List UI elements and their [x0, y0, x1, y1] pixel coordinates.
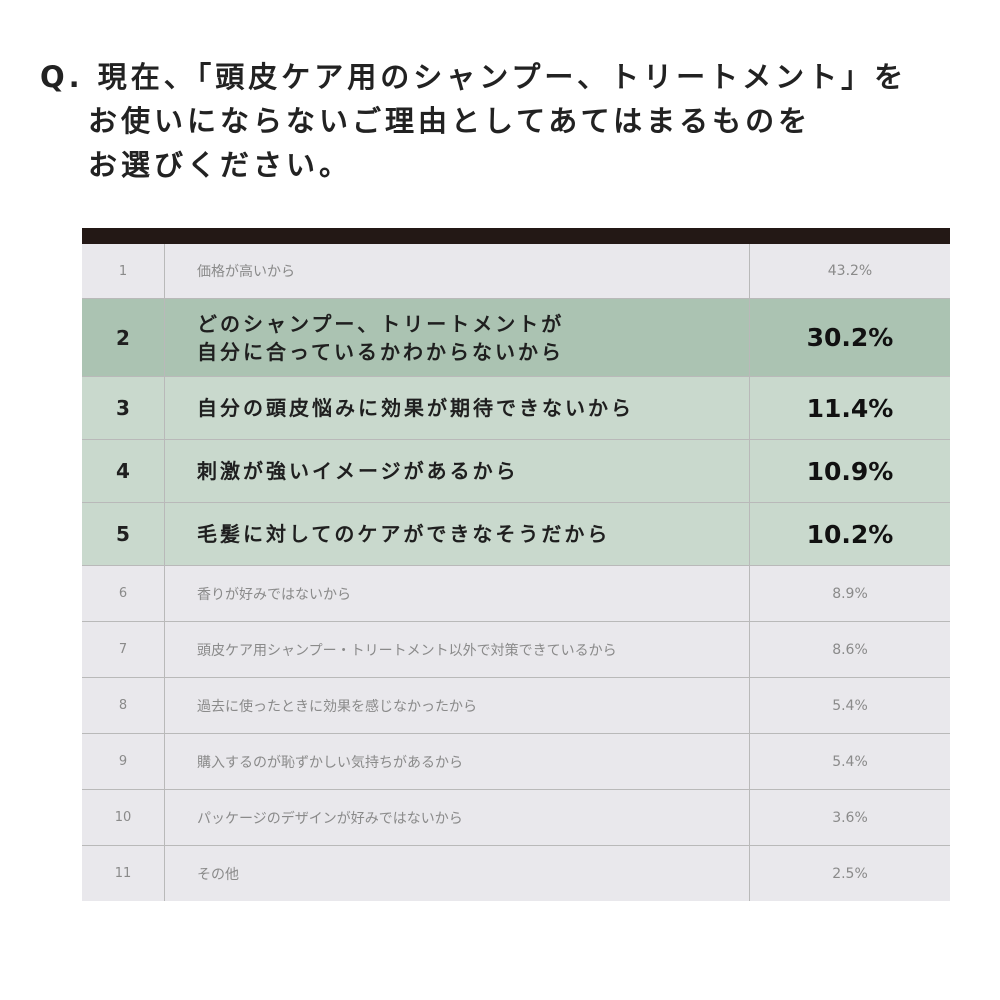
reason-cell: 刺激が強いイメージがあるから: [165, 440, 750, 502]
table-row: 11 その他 2.5%: [82, 846, 950, 901]
reason-text: 過去に使ったときに効果を感じなかったから: [197, 698, 477, 715]
reason-text: 刺激が強いイメージがあるから: [197, 459, 519, 483]
question-heading: Q. 現在、「頭皮ケア用のシャンプー、トリートメント」を お使いにならないご理由…: [40, 55, 907, 187]
reason-text: パッケージのデザインが好みではないから: [197, 810, 463, 827]
results-table: 1 価格が高いから 43.2% 2 どのシャンプー、トリートメントが 自分に合っ…: [82, 228, 950, 901]
reason-text: その他: [197, 866, 239, 883]
percent-cell: 8.9%: [832, 585, 868, 602]
question-line-2: お使いにならないご理由としてあてはまるものを: [88, 104, 812, 138]
percent-cell: 2.5%: [832, 865, 868, 882]
reason-cell: 価格が高いから: [165, 244, 750, 298]
percent-cell: 3.6%: [832, 809, 868, 826]
rank-cell: 2: [82, 299, 165, 376]
percent-cell: 8.6%: [832, 641, 868, 658]
reason-cell: 自分の頭皮悩みに効果が期待できないから: [165, 377, 750, 439]
percent-cell: 5.4%: [832, 697, 868, 714]
table-row: 3 自分の頭皮悩みに効果が期待できないから 11.4%: [82, 377, 950, 440]
table-row: 6 香りが好みではないから 8.9%: [82, 566, 950, 622]
rank-cell: 3: [82, 377, 165, 439]
table-row: 5 毛髪に対してのケアができなそうだから 10.2%: [82, 503, 950, 566]
rank-cell: 1: [82, 244, 165, 298]
table-row: 7 頭皮ケア用シャンプー・トリートメント以外で対策できているから 8.6%: [82, 622, 950, 678]
table-row: 10 パッケージのデザインが好みではないから 3.6%: [82, 790, 950, 846]
reason-cell: 購入するのが恥ずかしい気持ちがあるから: [165, 734, 750, 789]
table-row: 1 価格が高いから 43.2%: [82, 244, 950, 299]
reason-text: 自分の頭皮悩みに効果が期待できないから: [197, 396, 634, 420]
reason-text: 価格が高いから: [197, 264, 295, 280]
question-line-3: お選びください。: [88, 148, 353, 182]
reason-cell: 頭皮ケア用シャンプー・トリートメント以外で対策できているから: [165, 622, 750, 677]
reason-text: 購入するのが恥ずかしい気持ちがあるから: [197, 754, 463, 771]
reason-cell: 香りが好みではないから: [165, 566, 750, 621]
percent-cell: 43.2%: [827, 263, 873, 279]
reason-cell: その他: [165, 846, 750, 901]
question-line-1: Q. 現在、「頭皮ケア用のシャンプー、トリートメント」を: [40, 60, 908, 94]
rank-cell: 4: [82, 440, 165, 502]
reason-text: 毛髪に対してのケアができなそうだから: [197, 522, 611, 546]
percent-cell: 5.4%: [832, 753, 868, 770]
reason-text: 頭皮ケア用シャンプー・トリートメント以外で対策できているから: [197, 642, 617, 659]
reason-text: 香りが好みではないから: [197, 586, 351, 603]
rank-cell: 11: [82, 846, 165, 901]
rank-cell: 5: [82, 503, 165, 565]
rank-cell: 6: [82, 566, 165, 621]
percent-cell: 30.2%: [806, 323, 894, 352]
table-row: 8 過去に使ったときに効果を感じなかったから 5.4%: [82, 678, 950, 734]
reason-cell: 過去に使ったときに効果を感じなかったから: [165, 678, 750, 733]
rank-cell: 7: [82, 622, 165, 677]
reason-cell: パッケージのデザインが好みではないから: [165, 790, 750, 845]
rank-cell: 10: [82, 790, 165, 845]
rank-cell: 8: [82, 678, 165, 733]
percent-cell: 10.2%: [806, 519, 894, 549]
table-row: 9 購入するのが恥ずかしい気持ちがあるから 5.4%: [82, 734, 950, 790]
table-row: 4 刺激が強いイメージがあるから 10.9%: [82, 440, 950, 503]
reason-cell: どのシャンプー、トリートメントが 自分に合っているかわからないから: [165, 299, 750, 376]
table-header-bar: [82, 228, 950, 244]
percent-cell: 11.4%: [806, 393, 894, 423]
table-row: 2 どのシャンプー、トリートメントが 自分に合っているかわからないから 30.2…: [82, 299, 950, 377]
reason-text: どのシャンプー、トリートメントが 自分に合っているかわからないから: [197, 311, 565, 364]
rank-cell: 9: [82, 734, 165, 789]
reason-cell: 毛髪に対してのケアができなそうだから: [165, 503, 750, 565]
percent-cell: 10.9%: [806, 456, 894, 486]
